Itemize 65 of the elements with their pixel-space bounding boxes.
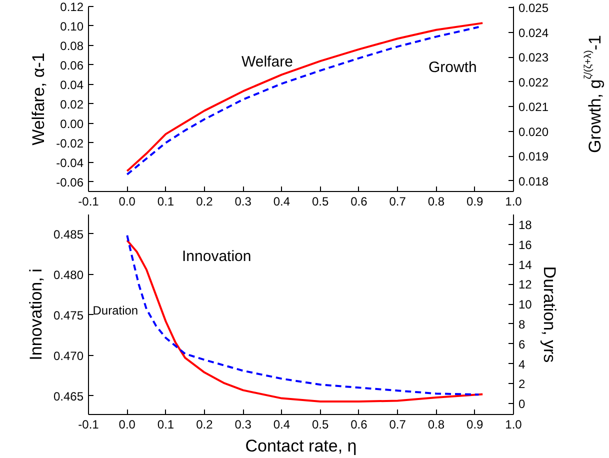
y2-axis-title: Duration, yrs — [540, 266, 559, 363]
y-tick-label: 0.470 — [53, 348, 84, 363]
y2-tick-label: 16 — [518, 238, 532, 252]
y2-tick-label: 0.021 — [518, 100, 549, 114]
y-tick-label: -0.04 — [56, 156, 84, 170]
annotation: Growth — [428, 59, 477, 76]
x-tick-label: 0.3 — [234, 194, 252, 208]
y-tick-label: 0.04 — [60, 78, 84, 92]
x-tick-label: 0.0 — [118, 194, 136, 208]
y-axis-title: Innovation, i — [26, 268, 46, 360]
x-tick-label: 0.5 — [312, 418, 329, 432]
y2-tick-label: 0.023 — [518, 50, 549, 65]
y-tick-label: 0.06 — [60, 58, 84, 72]
x-tick-label: 0.9 — [466, 418, 484, 432]
x-axis-title: Contact rate, η — [245, 436, 357, 456]
y-tick-label: 0.00 — [60, 116, 84, 131]
y-tick-label: 0.10 — [60, 19, 84, 34]
y2-tick-label: 0.018 — [518, 174, 549, 188]
x-tick-label: 0.9 — [466, 194, 484, 208]
x-tick-label: 0.6 — [350, 194, 368, 208]
y-tick-label: 0.02 — [60, 97, 84, 112]
x-tick-label: 0.4 — [273, 194, 290, 208]
x-tick-label: -0.1 — [78, 418, 100, 432]
y2-tick-label: 18 — [518, 218, 532, 232]
x-tick-label: -0.1 — [78, 194, 100, 208]
x-tick-label: 0.8 — [428, 418, 445, 432]
x-tick-label: 0.7 — [389, 194, 406, 208]
y2-tick-label: 0.024 — [518, 26, 549, 40]
y2-tick-label: 0 — [518, 397, 526, 412]
annotation: Innovation — [182, 248, 252, 265]
y2-tick-label: 8 — [518, 317, 526, 332]
y2-tick-label: 6 — [518, 337, 526, 352]
y-tick-label: -0.02 — [56, 136, 84, 150]
y-tick-label: 0.08 — [60, 38, 84, 53]
y2-tick-label: 12 — [518, 278, 532, 292]
y2-tick-label: 0.022 — [518, 75, 549, 90]
y-tick-label: -0.06 — [56, 175, 84, 190]
y-tick-label: 0.475 — [53, 308, 84, 322]
x-tick-label: 0.0 — [118, 418, 136, 432]
x-tick-label: 1.0 — [505, 418, 522, 432]
y-tick-label: 0.465 — [53, 389, 84, 404]
y2-tick-label: 0.025 — [518, 1, 549, 16]
x-tick-label: 0.3 — [234, 418, 252, 432]
y2-tick-label: 0.019 — [518, 150, 549, 164]
y-tick-label: 0.480 — [53, 268, 84, 282]
y2-tick-label: 10 — [518, 298, 532, 312]
x-tick-label: 0.5 — [312, 194, 329, 208]
y-tick-label: 0.12 — [60, 0, 84, 14]
annotation: Welfare — [242, 54, 293, 70]
y-tick-label: 0.485 — [53, 227, 84, 242]
x-tick-label: 0.4 — [273, 418, 290, 432]
x-tick-label: 0.1 — [157, 418, 174, 432]
x-tick-label: 0.7 — [389, 418, 406, 432]
x-tick-label: 0.1 — [157, 194, 174, 208]
annotation: Duration — [92, 304, 138, 318]
y2-tick-label: 14 — [518, 258, 532, 272]
y2-tick-label: 4 — [518, 357, 526, 372]
y2-tick-label: 0.020 — [518, 124, 549, 139]
x-tick-label: 0.6 — [350, 418, 368, 432]
y2-tick-label: 2 — [518, 377, 526, 392]
x-tick-label: 0.2 — [196, 418, 214, 432]
x-tick-label: 1.0 — [505, 194, 522, 208]
x-tick-label: 0.8 — [428, 194, 445, 208]
x-tick-label: 0.2 — [196, 194, 214, 208]
y-axis-title: Welfare, α-1 — [29, 52, 48, 146]
